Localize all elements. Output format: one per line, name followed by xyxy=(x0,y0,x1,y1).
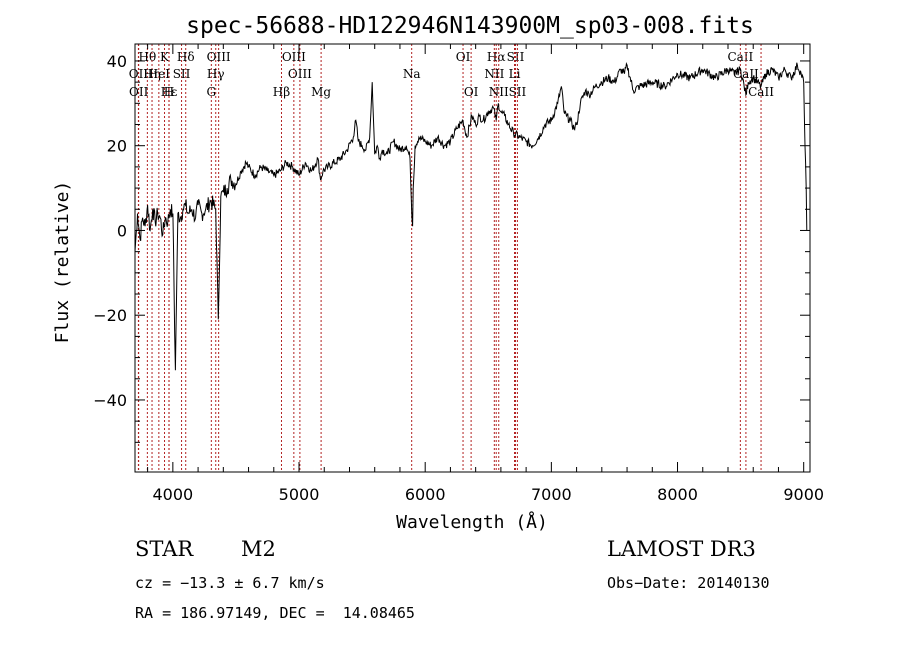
coordinates: RA = 186.97149, DEC = 14.08465 xyxy=(135,604,415,622)
marker-label-24: SII xyxy=(509,85,527,99)
marker-label-21: NII xyxy=(484,67,504,81)
marker-label-6: Hη xyxy=(143,67,161,81)
x-tick-label-5000: 5000 xyxy=(279,485,320,504)
marker-label-12: OIII xyxy=(207,50,231,64)
y-tick-label-40: 40 xyxy=(107,52,127,71)
survey-name: LAMOST DR3 xyxy=(607,537,756,561)
marker-label-3: Hδ xyxy=(177,50,195,64)
x-tick-label-6000: 6000 xyxy=(405,485,446,504)
plot-frame xyxy=(134,43,811,473)
marker-label-20: OI xyxy=(464,85,479,99)
marker-label-8: H xyxy=(164,85,174,99)
x-tick-label-7000: 7000 xyxy=(531,485,572,504)
observation-date: Obs−Date: 20140130 xyxy=(607,574,770,592)
marker-label-28: CaII xyxy=(748,85,774,99)
y-tick-label--20: −20 xyxy=(93,306,127,325)
x-axis-label: Wavelength (Å) xyxy=(396,511,548,533)
marker-label-11: Na xyxy=(403,67,421,81)
y-tick-label-0: 0 xyxy=(117,221,127,240)
marker-label-22: NII xyxy=(489,85,509,99)
marker-label-2: Hγ xyxy=(207,67,225,81)
marker-label-25: Li xyxy=(509,67,521,81)
marker-label-9: G xyxy=(207,85,217,99)
marker-label-10: Mg xyxy=(311,85,331,99)
spectrum-line xyxy=(134,61,808,371)
marker-label-27: CaII xyxy=(733,67,759,81)
x-tick-label-8000: 8000 xyxy=(657,485,698,504)
marker-label-19: OI xyxy=(456,50,471,64)
marker-label-18: SII xyxy=(173,67,191,81)
redshift-cz: cz = −13.3 ± 6.7 km/s xyxy=(135,574,325,592)
y-axis-label: Flux (relative) xyxy=(52,181,73,344)
marker-label-16: OII xyxy=(129,85,149,99)
marker-label-1: Hβ xyxy=(273,85,290,99)
y-tick-label-20: 20 xyxy=(107,137,127,156)
marker-label-13: OIII xyxy=(282,50,306,64)
x-tick-label-9000: 9000 xyxy=(783,485,824,504)
marker-label-17: HeI xyxy=(148,67,171,81)
spectrum-series xyxy=(134,61,808,371)
marker-label-5: Hθ xyxy=(139,50,157,64)
object-subclass: M2 xyxy=(241,537,276,561)
marker-label-7: K xyxy=(160,50,170,64)
marker-label-23: SII xyxy=(507,50,525,64)
object-class: STAR xyxy=(135,537,194,561)
axes: 4000 5000 6000 7000 8000 9000 −40 −20 0 20 40 xyxy=(93,44,824,504)
x-tick-label-4000: 4000 xyxy=(152,485,193,504)
marker-label-14: OIII xyxy=(288,67,312,81)
marker-label-0: Hα xyxy=(487,50,506,64)
chart-title: spec-56688-HD122946N143900M_sp03-008.fit… xyxy=(186,13,754,39)
y-tick-label--40: −40 xyxy=(93,391,127,410)
marker-label-26: CaII xyxy=(727,50,753,64)
